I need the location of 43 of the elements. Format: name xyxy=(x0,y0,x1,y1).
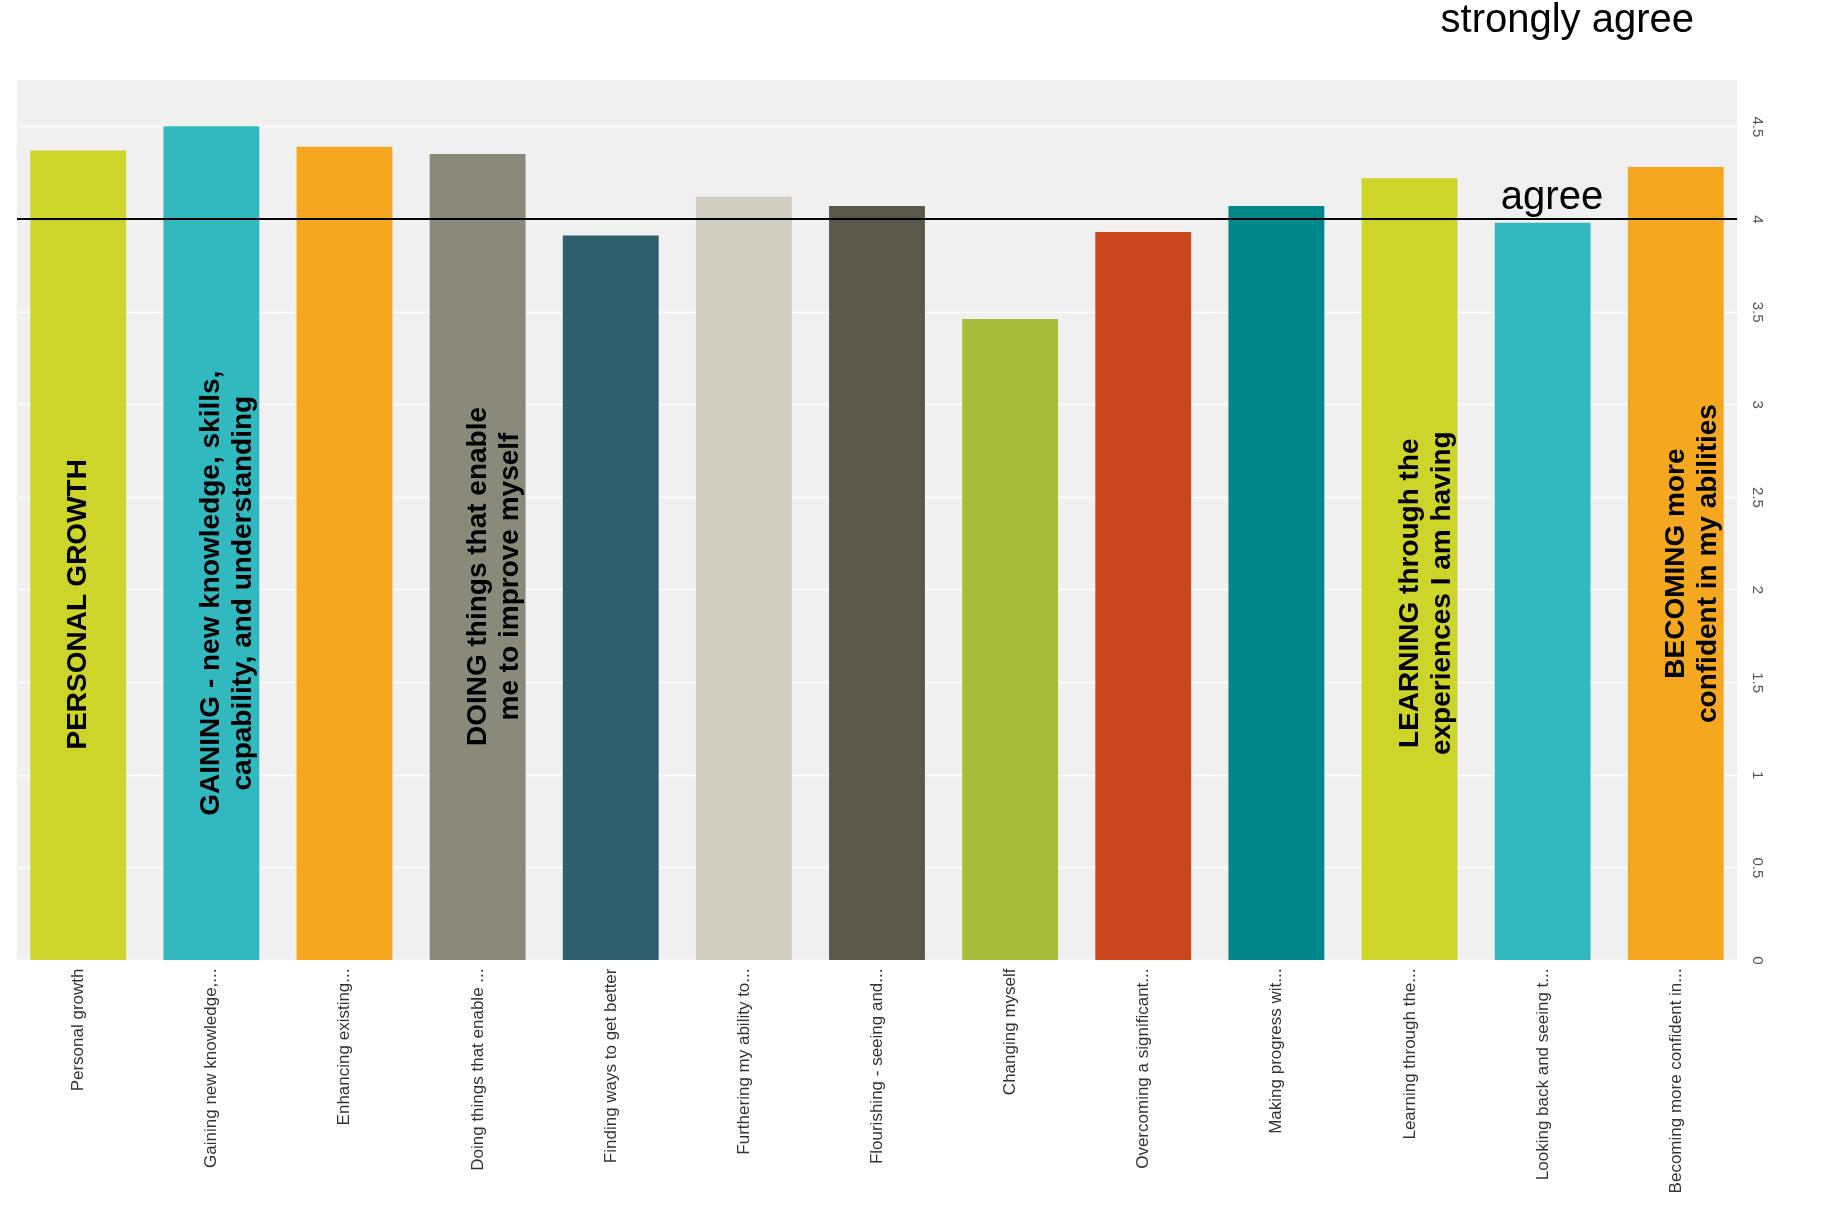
x-tick-label: Furthering my ability to... xyxy=(733,968,753,1155)
annotation: LEARNING through the experiences I am having xyxy=(1392,431,1456,756)
x-tick-label: Learning through the... xyxy=(1399,968,1419,1140)
x-tick-label: Looking back and seeing t... xyxy=(1532,968,1552,1181)
bar xyxy=(1361,178,1458,960)
y-tick-label: 3.5 xyxy=(1749,301,1767,323)
text: strongly agree xyxy=(1440,0,1694,40)
x-tick-label: Doing things that enable ... xyxy=(467,968,487,1171)
bar xyxy=(296,146,393,960)
bar xyxy=(562,235,659,960)
x-tick-label: Gaining new knowledge,... xyxy=(201,968,221,1168)
annotation: DOING things that enable me to improve myself xyxy=(460,406,524,747)
x-tick-label: Changing myself xyxy=(1000,968,1020,1096)
bar xyxy=(1095,231,1192,960)
x-tick-label: Personal growth xyxy=(68,968,88,1092)
ref-line-label: agree xyxy=(1500,172,1604,217)
annotation: PERSONAL GROWTH xyxy=(61,459,93,750)
y-tick-label: 1 xyxy=(1749,771,1767,780)
annotation: GAINING - new knowledge, skills, capability, and understanding xyxy=(194,370,258,816)
y-tick-label: 2.5 xyxy=(1749,486,1767,508)
bar xyxy=(1494,222,1591,960)
x-tick-label: Overcoming a significant... xyxy=(1133,968,1153,1169)
bar xyxy=(30,150,127,960)
bar xyxy=(163,126,260,960)
bar xyxy=(429,154,526,960)
bar xyxy=(829,205,925,960)
y-tick-label: 1.5 xyxy=(1749,672,1767,694)
x-tick-label: Finding ways to get better xyxy=(600,968,620,1164)
x-tick-label: Flourishing - seeing and... xyxy=(867,968,886,1165)
bar xyxy=(695,196,792,960)
y-tick-label: 2 xyxy=(1749,585,1767,595)
bar xyxy=(1627,167,1724,960)
x-tick-label: Becoming more confident in... xyxy=(1665,968,1685,1194)
y-tick-label: 4.5 xyxy=(1749,116,1767,138)
x-tick-label: Enhancing existing... xyxy=(334,968,354,1126)
bar xyxy=(1228,205,1325,960)
y-tick-label: 0.5 xyxy=(1749,857,1767,879)
bar xyxy=(962,318,1059,960)
y-tick-label: 0 xyxy=(1749,956,1767,965)
x-tick-label: Making progress wit... xyxy=(1266,968,1286,1134)
annotation: BECOMING more confident in my abilities xyxy=(1658,404,1722,724)
y-tick-label: 3 xyxy=(1749,400,1767,409)
y-tick-label: 4 xyxy=(1749,215,1767,224)
